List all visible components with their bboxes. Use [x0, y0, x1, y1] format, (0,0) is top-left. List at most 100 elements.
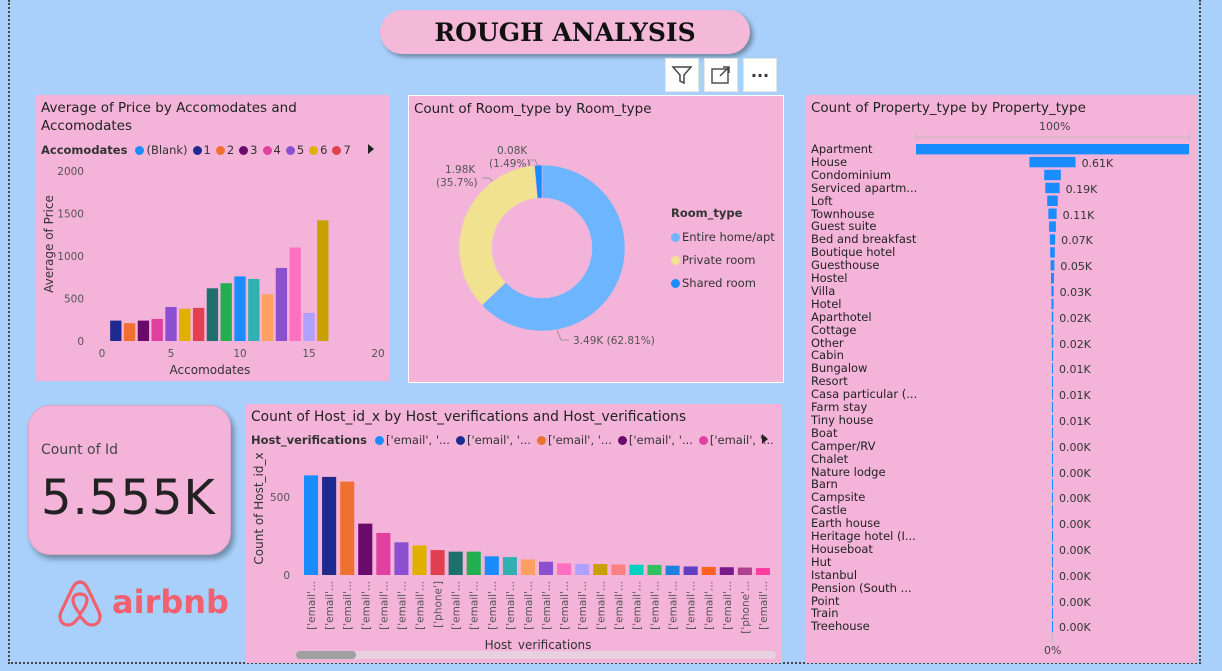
host-bar[interactable] [755, 567, 771, 575]
price-legend-item[interactable]: 7 [332, 143, 351, 157]
price-bar[interactable] [110, 320, 122, 341]
host-bar[interactable] [430, 550, 445, 575]
host-legend-next-icon[interactable] [760, 433, 770, 445]
room-legend-item[interactable]: Entire home/apt [671, 230, 775, 244]
property-funnel-bar[interactable] [1051, 350, 1054, 361]
host-bar[interactable] [683, 566, 698, 575]
property-funnel-bar[interactable] [1052, 440, 1053, 452]
price-legend-item[interactable]: 3 [239, 143, 258, 157]
property-funnel-bar[interactable] [1047, 195, 1058, 206]
property-funnel-bar[interactable] [1029, 156, 1076, 168]
host-bar[interactable] [719, 567, 734, 575]
property-funnel-bar[interactable] [1052, 414, 1053, 426]
host-bar[interactable] [484, 556, 499, 575]
property-funnel-bar[interactable] [1051, 285, 1054, 297]
host-bar[interactable] [593, 564, 608, 575]
price-chart-panel[interactable]: Average of Price by Accomodates and Acco… [36, 95, 389, 381]
host-bar[interactable] [303, 475, 319, 575]
property-funnel-bar[interactable] [1052, 556, 1053, 568]
price-legend-item[interactable]: 6 [309, 143, 327, 157]
more-options-button[interactable]: ··· [743, 58, 777, 92]
focus-mode-button[interactable] [704, 58, 738, 92]
property-funnel-bar[interactable] [1052, 621, 1053, 632]
property-funnel-bar[interactable] [1051, 337, 1054, 348]
price-legend-item[interactable]: 1 [192, 143, 211, 157]
property-funnel-bar[interactable] [1052, 505, 1053, 516]
price-bar[interactable] [220, 283, 232, 341]
property-funnel-bar[interactable] [916, 144, 1189, 155]
host-bar[interactable] [376, 532, 391, 575]
property-funnel-bar[interactable] [1052, 427, 1053, 439]
room-legend-item[interactable]: Private room [671, 253, 775, 267]
price-bar[interactable] [123, 323, 136, 341]
host-bar[interactable] [575, 563, 590, 575]
host-bar[interactable] [629, 564, 644, 575]
filter-button[interactable] [665, 58, 699, 92]
host-legend-item[interactable]: ['email', '... [455, 433, 531, 447]
property-funnel-bar[interactable] [1051, 324, 1054, 335]
price-legend-item[interactable]: 4 [262, 143, 281, 157]
price-bar[interactable] [192, 307, 205, 341]
host-bar[interactable] [737, 567, 752, 575]
property-funnel-bar[interactable] [1052, 518, 1053, 529]
host-bar[interactable] [466, 551, 481, 575]
host-bar[interactable] [358, 523, 373, 575]
host-bar[interactable] [665, 565, 680, 575]
price-bar[interactable] [151, 318, 163, 341]
host-scrollbar[interactable] [296, 651, 776, 659]
price-bar[interactable] [317, 220, 329, 341]
property-funnel-bar[interactable] [1050, 273, 1055, 284]
price-bar[interactable] [234, 276, 246, 341]
property-funnel-bar[interactable] [1049, 234, 1056, 245]
property-funnel-bar[interactable] [1045, 182, 1060, 194]
host-bar[interactable] [611, 564, 626, 575]
price-bar[interactable] [165, 307, 177, 341]
property-funnel-bar[interactable] [1052, 543, 1053, 555]
price-legend-next-icon[interactable] [366, 143, 376, 155]
property-funnel-bar[interactable] [1052, 376, 1053, 387]
property-funnel-bar[interactable] [1052, 466, 1053, 477]
host-bar[interactable] [538, 561, 554, 575]
property-funnel-bar[interactable] [1050, 247, 1055, 258]
room-donut-slice[interactable] [481, 164, 626, 332]
property-funnel-bar[interactable] [1052, 479, 1053, 490]
price-legend-item[interactable]: (Blank) [135, 143, 188, 157]
property-funnel-bar[interactable] [1052, 363, 1053, 374]
property-funnel-bar[interactable] [1052, 595, 1053, 606]
property-type-panel[interactable]: Count of Property_type by Property_type … [806, 95, 1198, 663]
property-funnel-bar[interactable] [1052, 582, 1053, 593]
host-bar[interactable] [701, 566, 716, 575]
price-bar[interactable] [179, 308, 191, 341]
property-funnel-bar[interactable] [1052, 453, 1053, 464]
host-scrollbar-thumb[interactable] [296, 651, 356, 659]
price-bar[interactable] [261, 294, 274, 341]
price-bar[interactable] [248, 278, 260, 341]
property-funnel-bar[interactable] [1050, 260, 1055, 271]
price-legend-item[interactable]: 5 [285, 143, 304, 157]
price-bar[interactable] [137, 320, 150, 341]
room-donut-slice[interactable] [534, 164, 543, 199]
host-bar[interactable] [557, 563, 572, 575]
property-funnel-bar[interactable] [1052, 389, 1053, 400]
property-funnel-bar[interactable] [1051, 311, 1054, 323]
property-funnel-bar[interactable] [1052, 531, 1053, 542]
property-funnel-bar[interactable] [1052, 608, 1053, 619]
host-bar[interactable] [340, 481, 355, 575]
price-bar[interactable] [289, 247, 301, 342]
property-funnel-bar[interactable] [1052, 402, 1053, 413]
host-bar[interactable] [412, 545, 427, 575]
room-type-panel[interactable]: Count of Room_type by Room_type 0.08K (1… [408, 95, 784, 383]
price-bar[interactable] [303, 312, 315, 341]
price-legend-item[interactable]: 2 [215, 143, 234, 157]
property-funnel-bar[interactable] [1052, 492, 1053, 503]
host-bar[interactable] [647, 564, 662, 575]
host-verifications-panel[interactable]: Count of Host_id_x by Host_verifications… [246, 404, 782, 663]
property-funnel-bar[interactable] [1048, 208, 1057, 219]
host-bar[interactable] [394, 542, 409, 575]
price-bar[interactable] [206, 288, 219, 341]
property-funnel-bar[interactable] [1051, 298, 1054, 310]
host-legend-item[interactable]: ['email', '... [536, 433, 612, 447]
room-donut-slice[interactable] [458, 165, 538, 306]
property-funnel-bar[interactable] [1044, 169, 1061, 181]
property-funnel-bar[interactable] [1052, 569, 1053, 581]
